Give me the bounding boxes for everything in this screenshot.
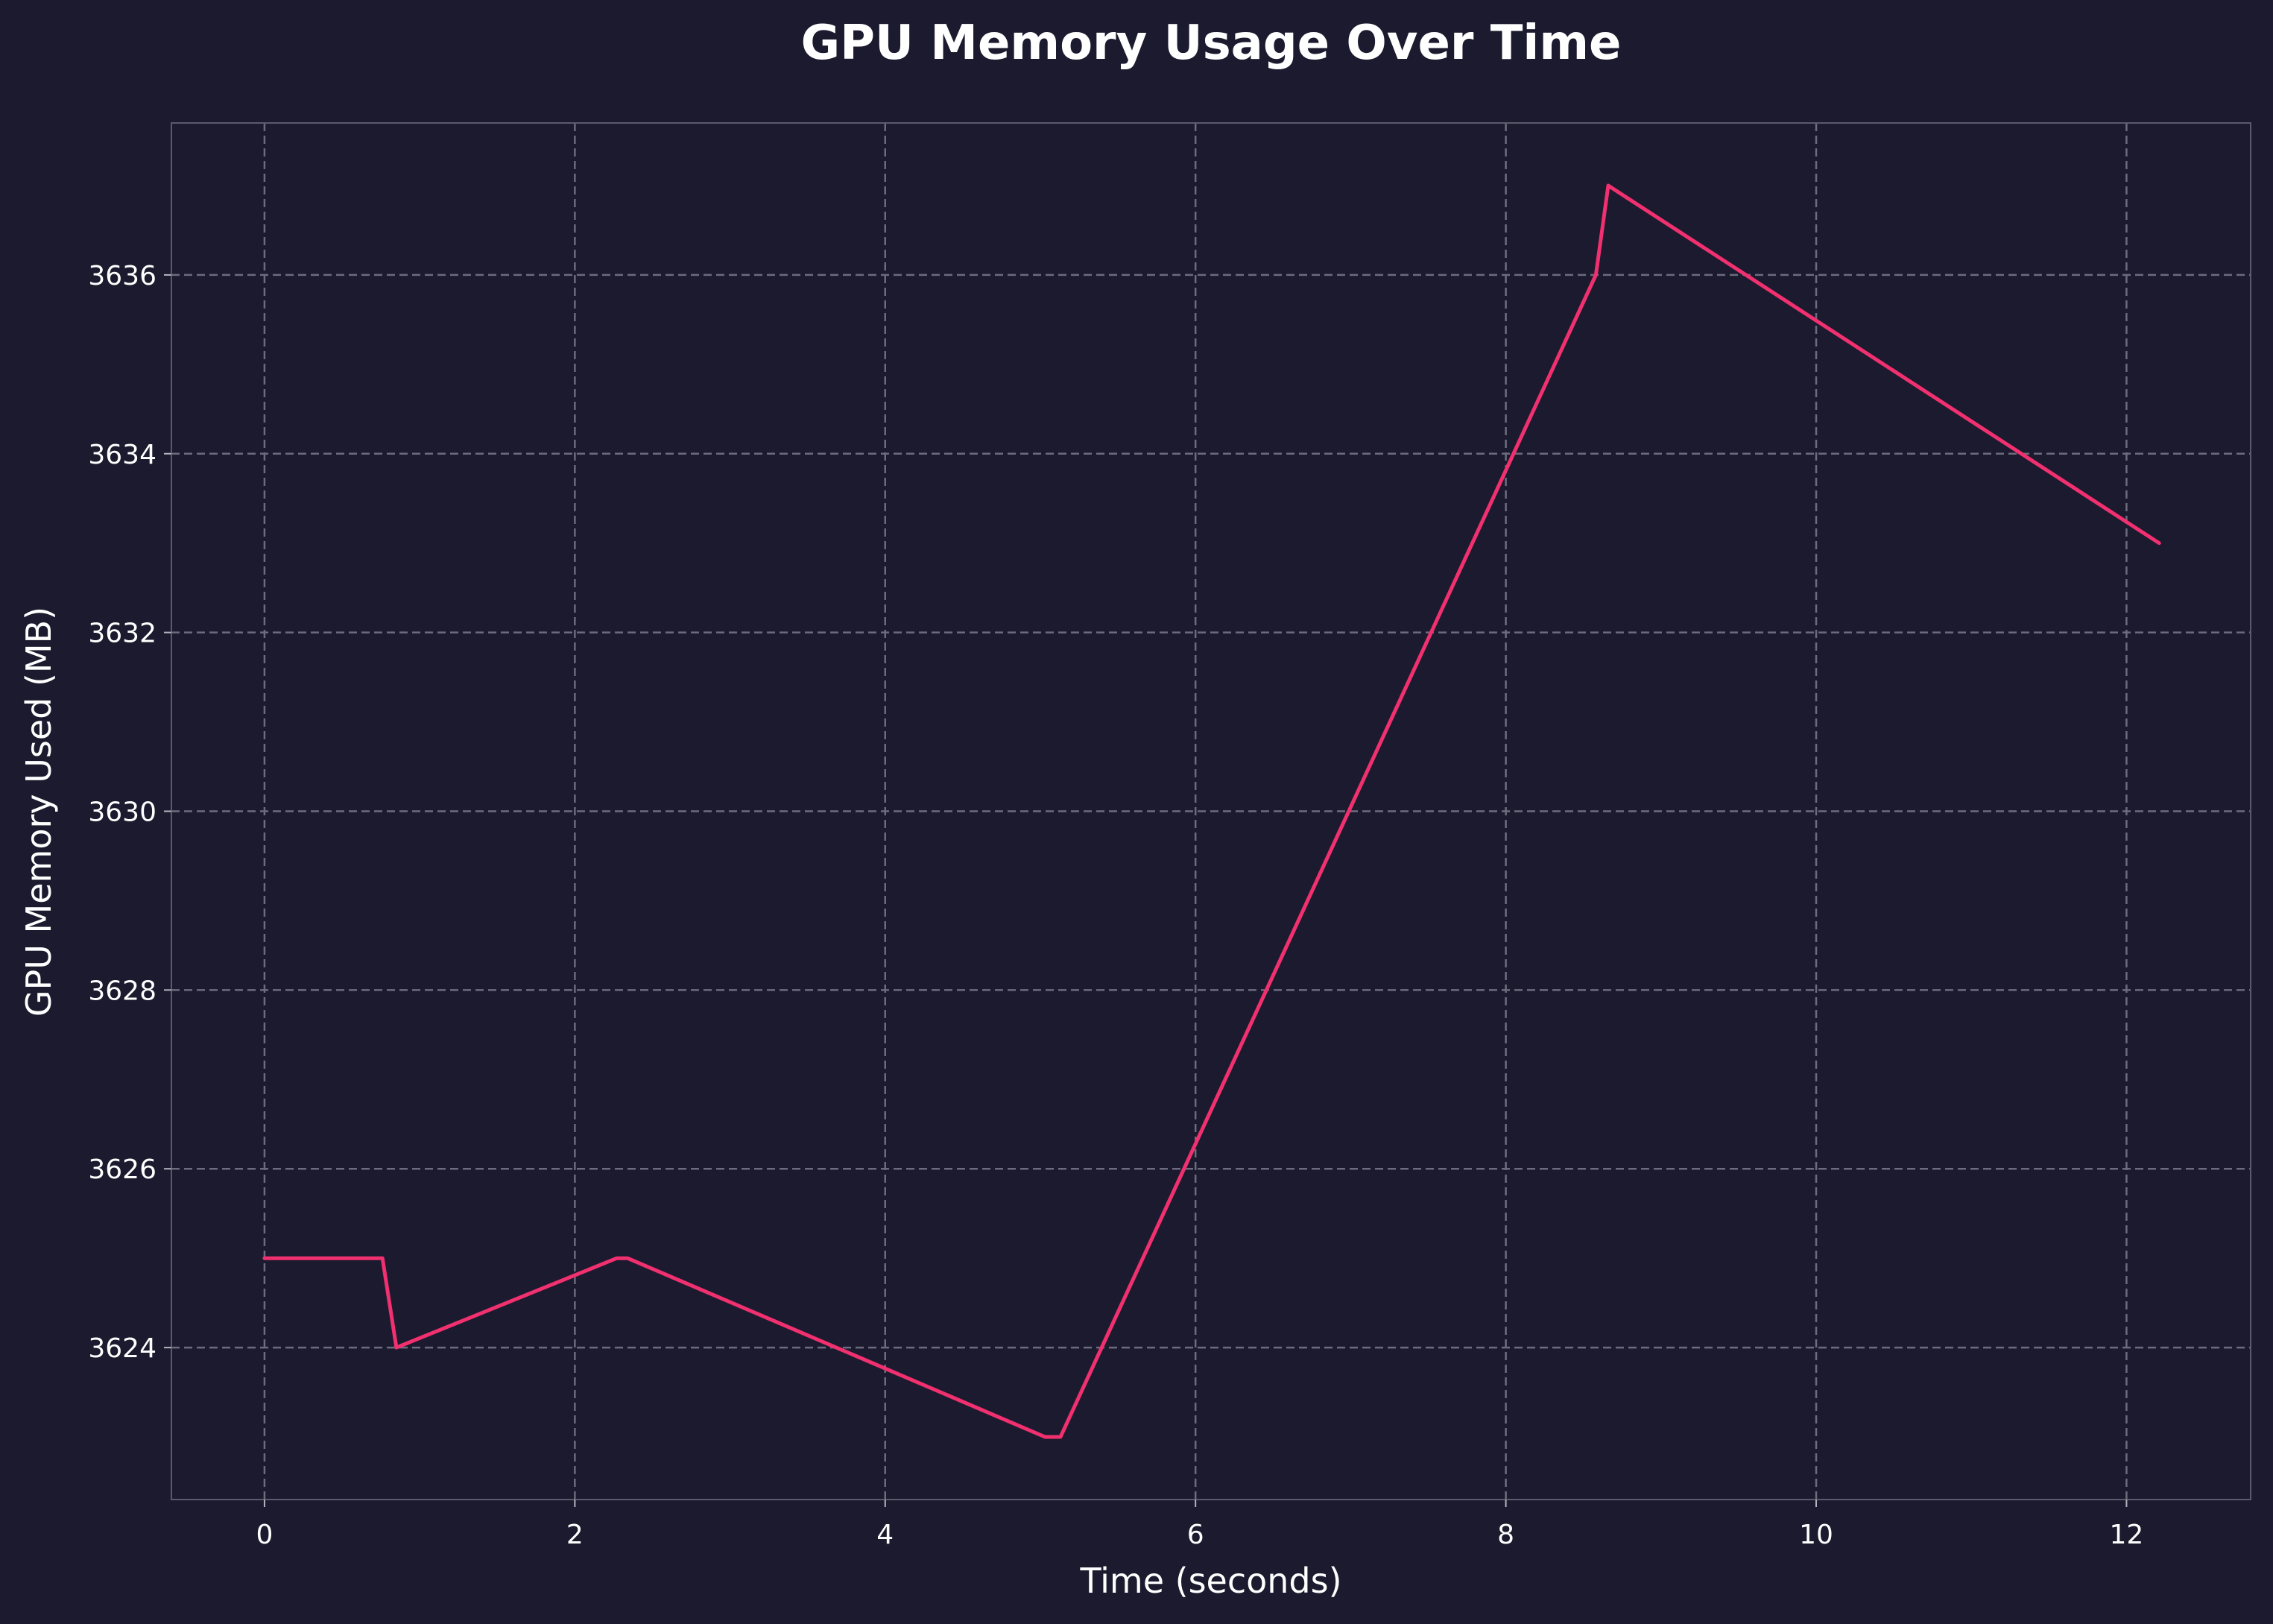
y-tick-label: 3630	[88, 797, 157, 828]
memory-usage-series-line	[262, 183, 2161, 1439]
x-axis-label: Time (seconds)	[1079, 1561, 1341, 1601]
x-tick-label: 8	[1497, 1520, 1514, 1550]
grid	[171, 123, 2251, 1500]
y-tick-label: 3634	[88, 440, 157, 470]
y-tick-label: 3628	[88, 976, 157, 1006]
axis-ticks: 0 2 4 6 8 10 12 3624 3626 3628 3630 3632 3634 3636	[88, 261, 2143, 1550]
y-tick-label: 3632	[88, 619, 157, 649]
y-axis-label: GPU Memory Used (MB)	[19, 607, 59, 1017]
x-tick-label: 10	[1799, 1520, 1833, 1550]
x-tick-label: 4	[876, 1520, 894, 1550]
y-tick-label: 3636	[88, 261, 157, 291]
series-layer	[262, 183, 2161, 1439]
x-tick-label: 0	[256, 1520, 273, 1550]
chart-title: GPU Memory Usage Over Time	[801, 16, 1622, 71]
x-tick-label: 6	[1187, 1520, 1204, 1550]
y-tick-label: 3626	[88, 1154, 157, 1185]
x-tick-label: 12	[2110, 1520, 2144, 1550]
y-tick-label: 3624	[88, 1333, 157, 1364]
x-tick-label: 2	[566, 1520, 584, 1550]
